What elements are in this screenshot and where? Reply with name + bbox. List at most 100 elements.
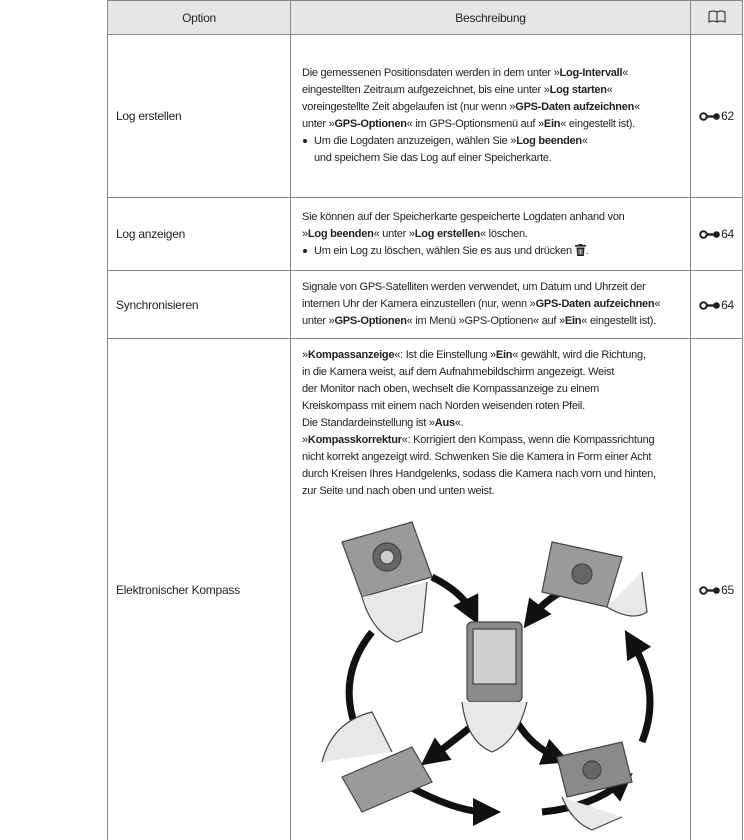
- reference-cell: 64: [691, 271, 743, 339]
- text-line: zur Seite und nach oben und unten weist.: [302, 483, 684, 500]
- text: « gewählt, wird die Richtung,: [512, 349, 645, 361]
- compass-illustration: [302, 512, 682, 832]
- bullet: Um die Logdaten anzuzeigen, wählen Sie »…: [314, 133, 684, 167]
- text-line: der Monitor nach oben, wechselt die Komp…: [302, 381, 684, 398]
- row: Elektronischer Kompass »Kompassanzeige«: …: [108, 339, 743, 840]
- bold-text: Ein: [565, 315, 581, 327]
- book-icon: [708, 10, 726, 23]
- bold-text: Aus: [435, 417, 455, 429]
- text-line: unter »GPS-Optionen« im GPS-Optionsmenü …: [302, 116, 684, 133]
- text-line: unter »GPS-Optionen« im Menü »GPS-Option…: [302, 313, 684, 330]
- text: «: Korrigiert den Kompass, wenn die Komp…: [402, 434, 655, 446]
- text-line: nicht korrekt angezeigt wird. Schwenken …: [302, 449, 684, 466]
- text: «: [622, 67, 628, 79]
- ref-icon: [699, 586, 721, 595]
- text: « eingestellt ist).: [560, 118, 635, 130]
- description-cell: Signale von GPS-Satelliten werden verwen…: [291, 271, 691, 339]
- text: und speichern Sie das Log auf einer Spei…: [314, 152, 552, 164]
- text-line: Kreiskompass mit einem nach Norden weise…: [302, 398, 684, 415]
- bullet: Um ein Log zu löschen, wählen Sie es aus…: [314, 243, 684, 260]
- delete-icon: [575, 244, 586, 256]
- bold-text: Ein: [544, 118, 560, 130]
- text: « eingestellt ist).: [581, 315, 656, 327]
- page-reference: 64: [721, 227, 734, 241]
- text-line: Um ein Log zu löschen, wählen Sie es aus…: [314, 243, 684, 260]
- reference-cell: 64: [691, 198, 743, 271]
- bold-text: Log erstellen: [415, 228, 480, 240]
- option-cell: Elektronischer Kompass: [108, 339, 291, 840]
- ref-icon: [699, 301, 721, 310]
- page-reference: 64: [721, 298, 734, 312]
- text: «: [607, 84, 613, 96]
- ref-icon: [699, 112, 721, 121]
- text: in die Kamera weist, auf dem Aufnahmebil…: [302, 366, 614, 378]
- text-line: durch Kreisen Ihres Handgelenks, sodass …: [302, 466, 684, 483]
- text: voreingestellte Zeit abgelaufen ist (nur…: [302, 101, 515, 113]
- text: Signale von GPS-Satelliten werden verwen…: [302, 281, 646, 293]
- row: Synchronisieren Signale von GPS-Satellite…: [108, 271, 743, 339]
- text: «.: [455, 417, 464, 429]
- text: Kreiskompass mit einem nach Norden weise…: [302, 400, 585, 412]
- text: Um die Logdaten anzuzeigen, wählen Sie »: [314, 135, 516, 147]
- text: Die gemessenen Positionsdaten werden in …: [302, 67, 560, 79]
- text-line: »Kompasskorrektur«: Korrigiert den Kompa…: [302, 432, 684, 449]
- row: Log erstellen Die gemessenen Positionsdat…: [108, 35, 743, 198]
- text: « im GPS-Optionsmenü auf »: [407, 118, 544, 130]
- text: unter »: [302, 315, 335, 327]
- text: « im Menü »GPS-Optionen« auf »: [407, 315, 565, 327]
- option-cell: Synchronisieren: [108, 271, 291, 339]
- text-line: Signale von GPS-Satelliten werden verwen…: [302, 279, 684, 296]
- option-cell: Log anzeigen: [108, 198, 291, 271]
- text: zur Seite und nach oben und unten weist.: [302, 485, 494, 497]
- text-line: voreingestellte Zeit abgelaufen ist (nur…: [302, 99, 684, 116]
- text-line: Die gemessenen Positionsdaten werden in …: [302, 65, 684, 82]
- description-cell: Die gemessenen Positionsdaten werden in …: [291, 35, 691, 198]
- text-line: internen Uhr der Kamera einzustellen (nu…: [302, 296, 684, 313]
- row: Log anzeigen Sie können auf der Speicherk…: [108, 198, 743, 271]
- text: «: Ist die Einstellung »: [394, 349, 496, 361]
- reference-cell: 65: [691, 339, 743, 840]
- bold-text: Kompasskorrektur: [308, 434, 402, 446]
- text: «: [654, 298, 660, 310]
- bullet-list: Um die Logdaten anzuzeigen, wählen Sie »…: [302, 133, 684, 167]
- text: Sie können auf der Speicherkarte gespeic…: [302, 211, 625, 223]
- page-reference: 62: [721, 109, 734, 123]
- bold-text: GPS-Daten aufzeichnen: [515, 101, 634, 113]
- header-cell: Option: [108, 1, 291, 35]
- bold-text: Log-Intervall: [560, 67, 623, 79]
- text-line: und speichern Sie das Log auf einer Spei…: [314, 150, 684, 167]
- text: Die Standardeinstellung ist »: [302, 417, 435, 429]
- bold-text: GPS-Optionen: [335, 315, 407, 327]
- reference-cell: 62: [691, 35, 743, 198]
- bold-text: GPS-Daten aufzeichnen: [536, 298, 655, 310]
- option-cell: Log erstellen: [108, 35, 291, 198]
- text: .: [586, 245, 589, 257]
- bullet-list: Um ein Log zu löschen, wählen Sie es aus…: [302, 243, 684, 260]
- bold-text: Ein: [496, 349, 512, 361]
- text-line: in die Kamera weist, auf dem Aufnahmebil…: [302, 364, 684, 381]
- text: nicht korrekt angezeigt wird. Schwenken …: [302, 451, 651, 463]
- bold-text: Kompassanzeige: [308, 349, 394, 361]
- bold-text: Log beenden: [308, 228, 374, 240]
- text-line: eingestellten Zeitraum aufgezeichnet, bi…: [302, 82, 684, 99]
- text: « unter »: [374, 228, 415, 240]
- text: « löschen.: [480, 228, 528, 240]
- text-line: »Kompassanzeige«: Ist die Einstellung »E…: [302, 347, 684, 364]
- text-line: Die Standardeinstellung ist »Aus«.: [302, 415, 684, 432]
- text: internen Uhr der Kamera einzustellen (nu…: [302, 298, 536, 310]
- bold-text: Log beenden: [516, 135, 582, 147]
- page-reference: 65: [721, 583, 734, 597]
- header-icon: [691, 1, 743, 35]
- bold-text: GPS-Optionen: [335, 118, 407, 130]
- text-line: Sie können auf der Speicherkarte gespeic…: [302, 209, 684, 226]
- text: der Monitor nach oben, wechselt die Komp…: [302, 383, 599, 395]
- text: «: [582, 135, 588, 147]
- bold-text: Log starten: [550, 84, 607, 96]
- text: eingestellten Zeitraum aufgezeichnet, bi…: [302, 84, 550, 96]
- description-cell: Sie können auf der Speicherkarte gespeic…: [291, 198, 691, 271]
- text: Um ein Log zu löschen, wählen Sie es aus…: [314, 245, 575, 257]
- ref-icon: [699, 230, 721, 239]
- text-line: Um die Logdaten anzuzeigen, wählen Sie »…: [314, 133, 684, 150]
